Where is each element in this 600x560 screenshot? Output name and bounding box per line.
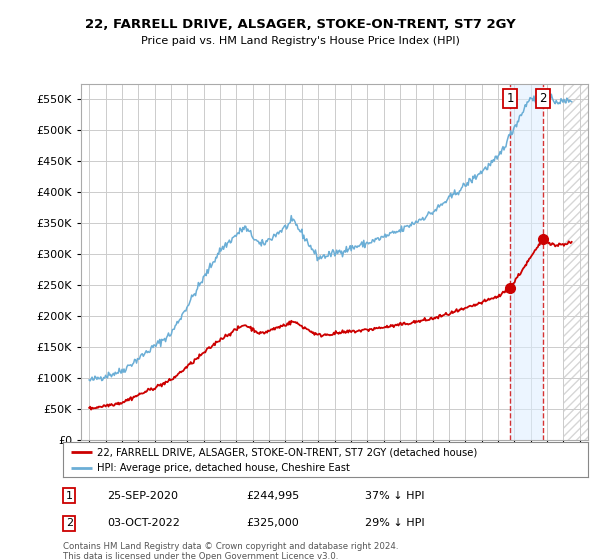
Text: 22, FARRELL DRIVE, ALSAGER, STOKE-ON-TRENT, ST7 2GY: 22, FARRELL DRIVE, ALSAGER, STOKE-ON-TRE… bbox=[85, 18, 515, 31]
Text: 25-SEP-2020: 25-SEP-2020 bbox=[107, 491, 179, 501]
Text: 2: 2 bbox=[539, 92, 547, 105]
Text: 1: 1 bbox=[66, 491, 73, 501]
Text: 1: 1 bbox=[506, 92, 514, 105]
Bar bbox=[510, 84, 543, 440]
Text: £325,000: £325,000 bbox=[247, 519, 299, 528]
Text: 37% ↓ HPI: 37% ↓ HPI bbox=[365, 491, 424, 501]
Text: 03-OCT-2022: 03-OCT-2022 bbox=[107, 519, 181, 528]
Text: 29% ↓ HPI: 29% ↓ HPI bbox=[365, 519, 425, 528]
Text: 2: 2 bbox=[66, 519, 73, 528]
Text: Price paid vs. HM Land Registry's House Price Index (HPI): Price paid vs. HM Land Registry's House … bbox=[140, 36, 460, 46]
Text: £244,995: £244,995 bbox=[247, 491, 300, 501]
Text: HPI: Average price, detached house, Cheshire East: HPI: Average price, detached house, Ches… bbox=[97, 464, 350, 473]
Bar bbox=[563, 84, 588, 440]
Text: Contains HM Land Registry data © Crown copyright and database right 2024.
This d: Contains HM Land Registry data © Crown c… bbox=[63, 542, 398, 560]
Text: 22, FARRELL DRIVE, ALSAGER, STOKE-ON-TRENT, ST7 2GY (detached house): 22, FARRELL DRIVE, ALSAGER, STOKE-ON-TRE… bbox=[97, 447, 478, 457]
